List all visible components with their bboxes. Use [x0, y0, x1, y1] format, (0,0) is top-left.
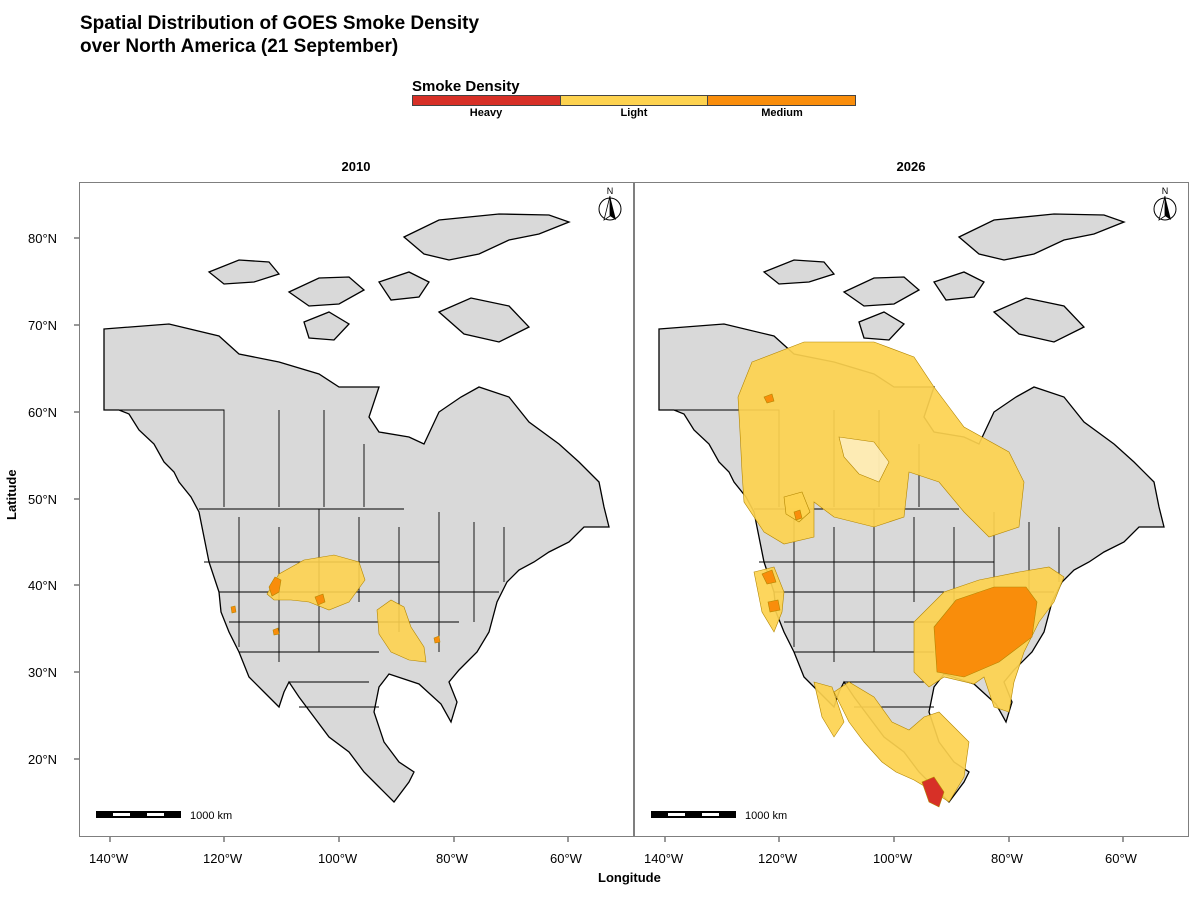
legend-color-bar [412, 95, 856, 106]
north-arrow-right: N [1153, 186, 1177, 221]
scale-bar-left: 1000 km [96, 810, 232, 822]
x-tick-label: 80°W [436, 851, 468, 866]
y-tick-marks [74, 237, 79, 760]
y-axis-title: Latitude [4, 469, 19, 520]
y-tick-label: 50°N [28, 492, 58, 507]
x-tick-label: 140°W [644, 851, 684, 866]
x-tick-label: 120°W [203, 851, 243, 866]
legend-swatch-heavy [413, 96, 560, 105]
legend-title: Smoke Density [412, 78, 520, 95]
x-tick-label: 120°W [758, 851, 798, 866]
x-tick-label: 140°W [89, 851, 129, 866]
x-tick-label: 60°W [1105, 851, 1137, 866]
legend-label-heavy: Heavy [469, 107, 503, 119]
north-label: N [607, 186, 614, 196]
title-line-1: Spatial Distribution of GOES Smoke Densi… [80, 13, 480, 34]
x-tick-label: 80°W [991, 851, 1023, 866]
x-axis-title: Longitude [598, 870, 661, 885]
scale-bar-right: 1000 km [651, 810, 787, 822]
scale-label: 1000 km [745, 810, 787, 822]
panel-label-left: 2010 [341, 159, 371, 174]
y-tick-label: 70°N [28, 318, 58, 333]
title-line-2: over North America (21 September) [80, 36, 399, 57]
y-tick-label: 60°N [28, 405, 58, 420]
x-tick-marks [109, 837, 1124, 842]
x-tick-label: 60°W [550, 851, 582, 866]
y-tick-label: 80°N [28, 231, 58, 246]
north-label: N [1162, 186, 1169, 196]
land-arctic-islands [207, 213, 571, 343]
land-arctic-islands [762, 213, 1126, 343]
legend-label-light: Light [620, 107, 648, 119]
panel-label-right: 2026 [896, 159, 926, 174]
legend-swatch-light [559, 96, 708, 105]
chart-title: Spatial Distribution of GOES Smoke Densi… [80, 12, 479, 58]
x-tick-label: 100°W [873, 851, 913, 866]
legend-swatch-medium [707, 96, 856, 105]
north-arrow-left: N [598, 186, 622, 221]
legend-label-medium: Medium [761, 107, 803, 119]
smoke-plumes-left [230, 554, 441, 663]
y-tick-label: 20°N [28, 752, 58, 767]
y-tick-label: 40°N [28, 578, 58, 593]
x-tick-label: 100°W [318, 851, 358, 866]
smoke-plumes-right [737, 341, 1065, 808]
scale-label: 1000 km [190, 810, 232, 822]
smoke-density-legend: Smoke Density Heavy Light Medium [412, 79, 856, 120]
map-panel-right: N 1000 km [634, 182, 1189, 837]
y-tick-label: 30°N [28, 665, 58, 680]
map-panel-left: N 1000 km [79, 182, 634, 837]
